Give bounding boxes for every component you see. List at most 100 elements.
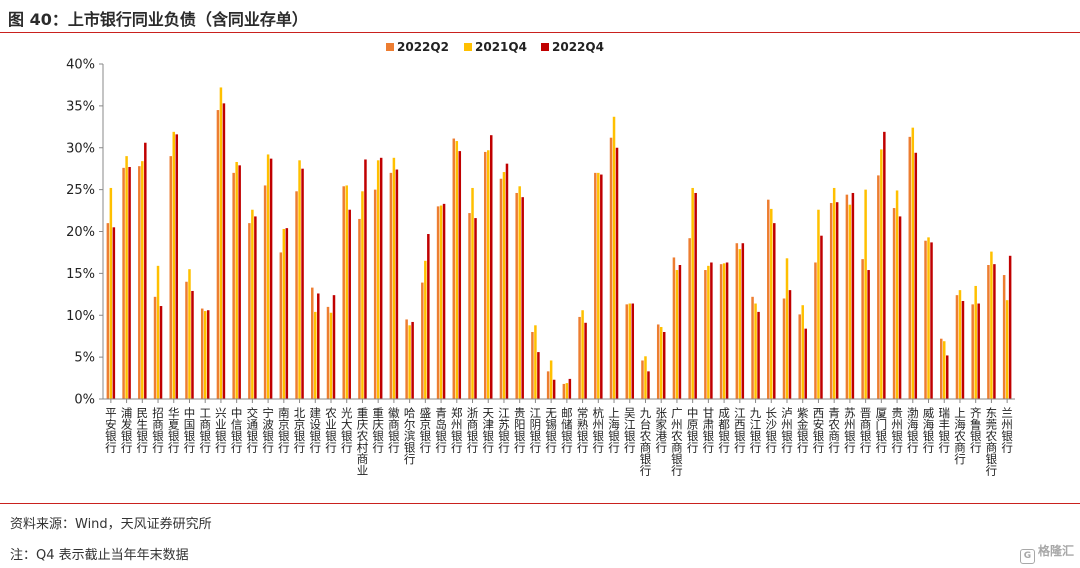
y-axis: 0% 5% 10% 15% 20% 25% 30% 35% 40% bbox=[66, 58, 104, 408]
legend-label-2022Q4: 2022Q4 bbox=[552, 40, 604, 54]
bar-2022Q4-重庆农村商业 bbox=[364, 159, 367, 399]
bar-2022Q2-江苏银行 bbox=[499, 178, 503, 399]
x-tick-label-青农商行: 青农商行 bbox=[827, 407, 841, 454]
x-tick-label-吴江银行: 吴江银行 bbox=[623, 407, 637, 454]
x-tick-label-徽商银行: 徽商银行 bbox=[387, 406, 401, 454]
bar-2022Q4-交通银行 bbox=[254, 216, 257, 399]
bar-2021Q4-杭州银行 bbox=[597, 172, 600, 399]
bar-2021Q4-中信银行 bbox=[235, 161, 238, 399]
bar-2022Q4-光大银行 bbox=[348, 209, 351, 399]
bar-2022Q4-江苏银行 bbox=[505, 163, 509, 399]
bar-2022Q2-长沙银行 bbox=[767, 199, 770, 399]
x-tick-label-中原银行: 中原银行 bbox=[686, 407, 700, 454]
bar-2022Q4-东莞农商银行 bbox=[993, 264, 996, 399]
bar-2022Q4-南京银行 bbox=[285, 228, 289, 399]
bar-2021Q4-盛京银行 bbox=[424, 260, 427, 399]
bar-2021Q4-宁波银行 bbox=[266, 154, 270, 399]
bar-2022Q4-常熟银行 bbox=[584, 322, 587, 399]
bar-2022Q2-广州农商银行 bbox=[672, 257, 676, 399]
bar-2022Q2-农业银行 bbox=[326, 306, 330, 400]
bar-2022Q4-厦门银行 bbox=[883, 131, 886, 399]
bar-2021Q4-中原银行 bbox=[691, 187, 694, 399]
bar-2022Q2-浦发银行 bbox=[122, 167, 125, 399]
y-tick-label: 35% bbox=[66, 99, 95, 114]
bar-2022Q4-兰州银行 bbox=[1008, 255, 1012, 399]
bar-2022Q2-厦门银行 bbox=[877, 175, 880, 399]
bar-2021Q4-上海农商行 bbox=[958, 290, 962, 400]
x-tick-label-重庆农村商业: 重庆农村商业 bbox=[355, 406, 369, 476]
bar-2021Q4-哈尔滨银行 bbox=[408, 325, 411, 399]
bar-2022Q2-青岛银行 bbox=[436, 206, 440, 399]
bar-2022Q4-徽商银行 bbox=[395, 169, 399, 399]
bar-2022Q4-平安银行 bbox=[112, 227, 116, 399]
x-tick-label-浙商银行: 浙商银行 bbox=[466, 407, 480, 454]
bar-2021Q4-江苏银行 bbox=[502, 172, 506, 399]
x-tick-label-威海银行: 威海银行 bbox=[922, 407, 936, 454]
bar-2022Q2-紫金银行 bbox=[798, 314, 801, 399]
x-tick-label-南京银行: 南京银行 bbox=[277, 406, 291, 454]
y-tick-label: 40% bbox=[66, 58, 95, 73]
bar-2022Q4-甘肃银行 bbox=[710, 262, 713, 399]
bar-2021Q4-厦门银行 bbox=[880, 149, 883, 399]
x-tick-label-紫金银行: 紫金银行 bbox=[796, 407, 810, 454]
bar-2022Q2-工商银行 bbox=[200, 308, 204, 399]
bar-2022Q2-苏州银行 bbox=[845, 194, 849, 399]
bar-2021Q4-渤海银行 bbox=[911, 127, 915, 400]
bar-2021Q4-农业银行 bbox=[329, 312, 333, 399]
bar-2021Q4-贵州银行 bbox=[895, 190, 899, 399]
bar-2021Q4-晋商银行 bbox=[864, 189, 867, 400]
x-tick-label-民生银行: 民生银行 bbox=[135, 407, 149, 454]
bar-2022Q2-哈尔滨银行 bbox=[405, 319, 408, 399]
bar-2022Q2-北京银行 bbox=[295, 191, 298, 399]
bar-2022Q2-光大银行 bbox=[342, 186, 345, 399]
bar-2021Q4-贵阳银行 bbox=[518, 186, 521, 399]
bar-2022Q2-杭州银行 bbox=[594, 172, 597, 399]
bar-2022Q2-中信银行 bbox=[232, 172, 235, 399]
x-axis: 平安银行 浦发银行 民生银行 招商银行 华夏银行 中国银行 工商银行 兴业银行 中信银行 交通银行… bbox=[103, 398, 1015, 477]
bar-2022Q4-江西银行 bbox=[741, 243, 745, 399]
bar-2022Q2-甘肃银行 bbox=[704, 270, 707, 399]
bar-2022Q2-瑞丰银行 bbox=[939, 338, 943, 399]
bar-2021Q4-齐鲁银行 bbox=[974, 285, 977, 399]
x-tick-label-九江银行: 九江银行 bbox=[749, 407, 763, 454]
x-tick-label-泸州银行: 泸州银行 bbox=[780, 407, 794, 454]
x-tick-label-西安银行: 西安银行 bbox=[811, 407, 825, 454]
bar-chart: 2022Q2 2021Q4 2022Q4 0% 5% 10% 15% 20% 25% 30% 35… bbox=[66, 40, 1015, 477]
x-tick-label-成都银行: 成都银行 bbox=[717, 407, 731, 454]
bar-2021Q4-上海银行 bbox=[612, 116, 616, 399]
bar-2022Q4-贵州银行 bbox=[898, 216, 902, 399]
bar-2022Q2-西安银行 bbox=[814, 262, 817, 399]
bar-2021Q4-青农商行 bbox=[832, 187, 836, 399]
footer-rule bbox=[0, 503, 1080, 504]
bar-2022Q4-浦发银行 bbox=[128, 167, 131, 399]
x-tick-label-中国银行: 中国银行 bbox=[182, 407, 196, 454]
bar-2021Q4-南京银行 bbox=[282, 228, 286, 399]
x-tick-label-常熟银行: 常熟银行 bbox=[576, 407, 590, 454]
bar-2021Q4-天津银行 bbox=[486, 150, 490, 399]
bar-2021Q4-张家港行 bbox=[659, 326, 663, 399]
x-tick-label-青岛银行: 青岛银行 bbox=[434, 407, 448, 454]
bar-2021Q4-华夏银行 bbox=[172, 131, 176, 399]
bar-2022Q4-青岛银行 bbox=[442, 203, 446, 399]
bar-2022Q4-上海银行 bbox=[615, 147, 619, 399]
bar-2022Q2-张家港行 bbox=[656, 324, 660, 399]
bar-marks bbox=[106, 87, 1012, 400]
bar-2021Q4-民生银行 bbox=[141, 161, 144, 399]
x-tick-label-建设银行: 建设银行 bbox=[308, 406, 322, 454]
bar-2022Q4-长沙银行 bbox=[773, 223, 776, 400]
bar-2021Q4-兰州银行 bbox=[1005, 300, 1009, 399]
bar-2022Q4-盛京银行 bbox=[427, 234, 430, 399]
bar-2022Q2-东莞农商银行 bbox=[987, 265, 990, 399]
x-tick-label-浦发银行: 浦发银行 bbox=[120, 407, 134, 454]
bar-2022Q4-成都银行 bbox=[725, 262, 729, 399]
bar-2022Q4-吴江银行 bbox=[631, 303, 635, 399]
x-tick-label-兴业银行: 兴业银行 bbox=[214, 407, 228, 454]
bar-2022Q4-紫金银行 bbox=[804, 328, 807, 399]
bar-2022Q4-邮储银行 bbox=[568, 378, 572, 399]
bar-2022Q2-上海银行 bbox=[609, 137, 613, 399]
x-tick-label-渤海银行: 渤海银行 bbox=[906, 407, 920, 454]
bar-2021Q4-西安银行 bbox=[817, 209, 820, 399]
x-tick-label-贵阳银行: 贵阳银行 bbox=[513, 407, 527, 454]
bar-2021Q4-郑州银行 bbox=[455, 141, 459, 400]
bar-2022Q4-北京银行 bbox=[301, 168, 304, 399]
